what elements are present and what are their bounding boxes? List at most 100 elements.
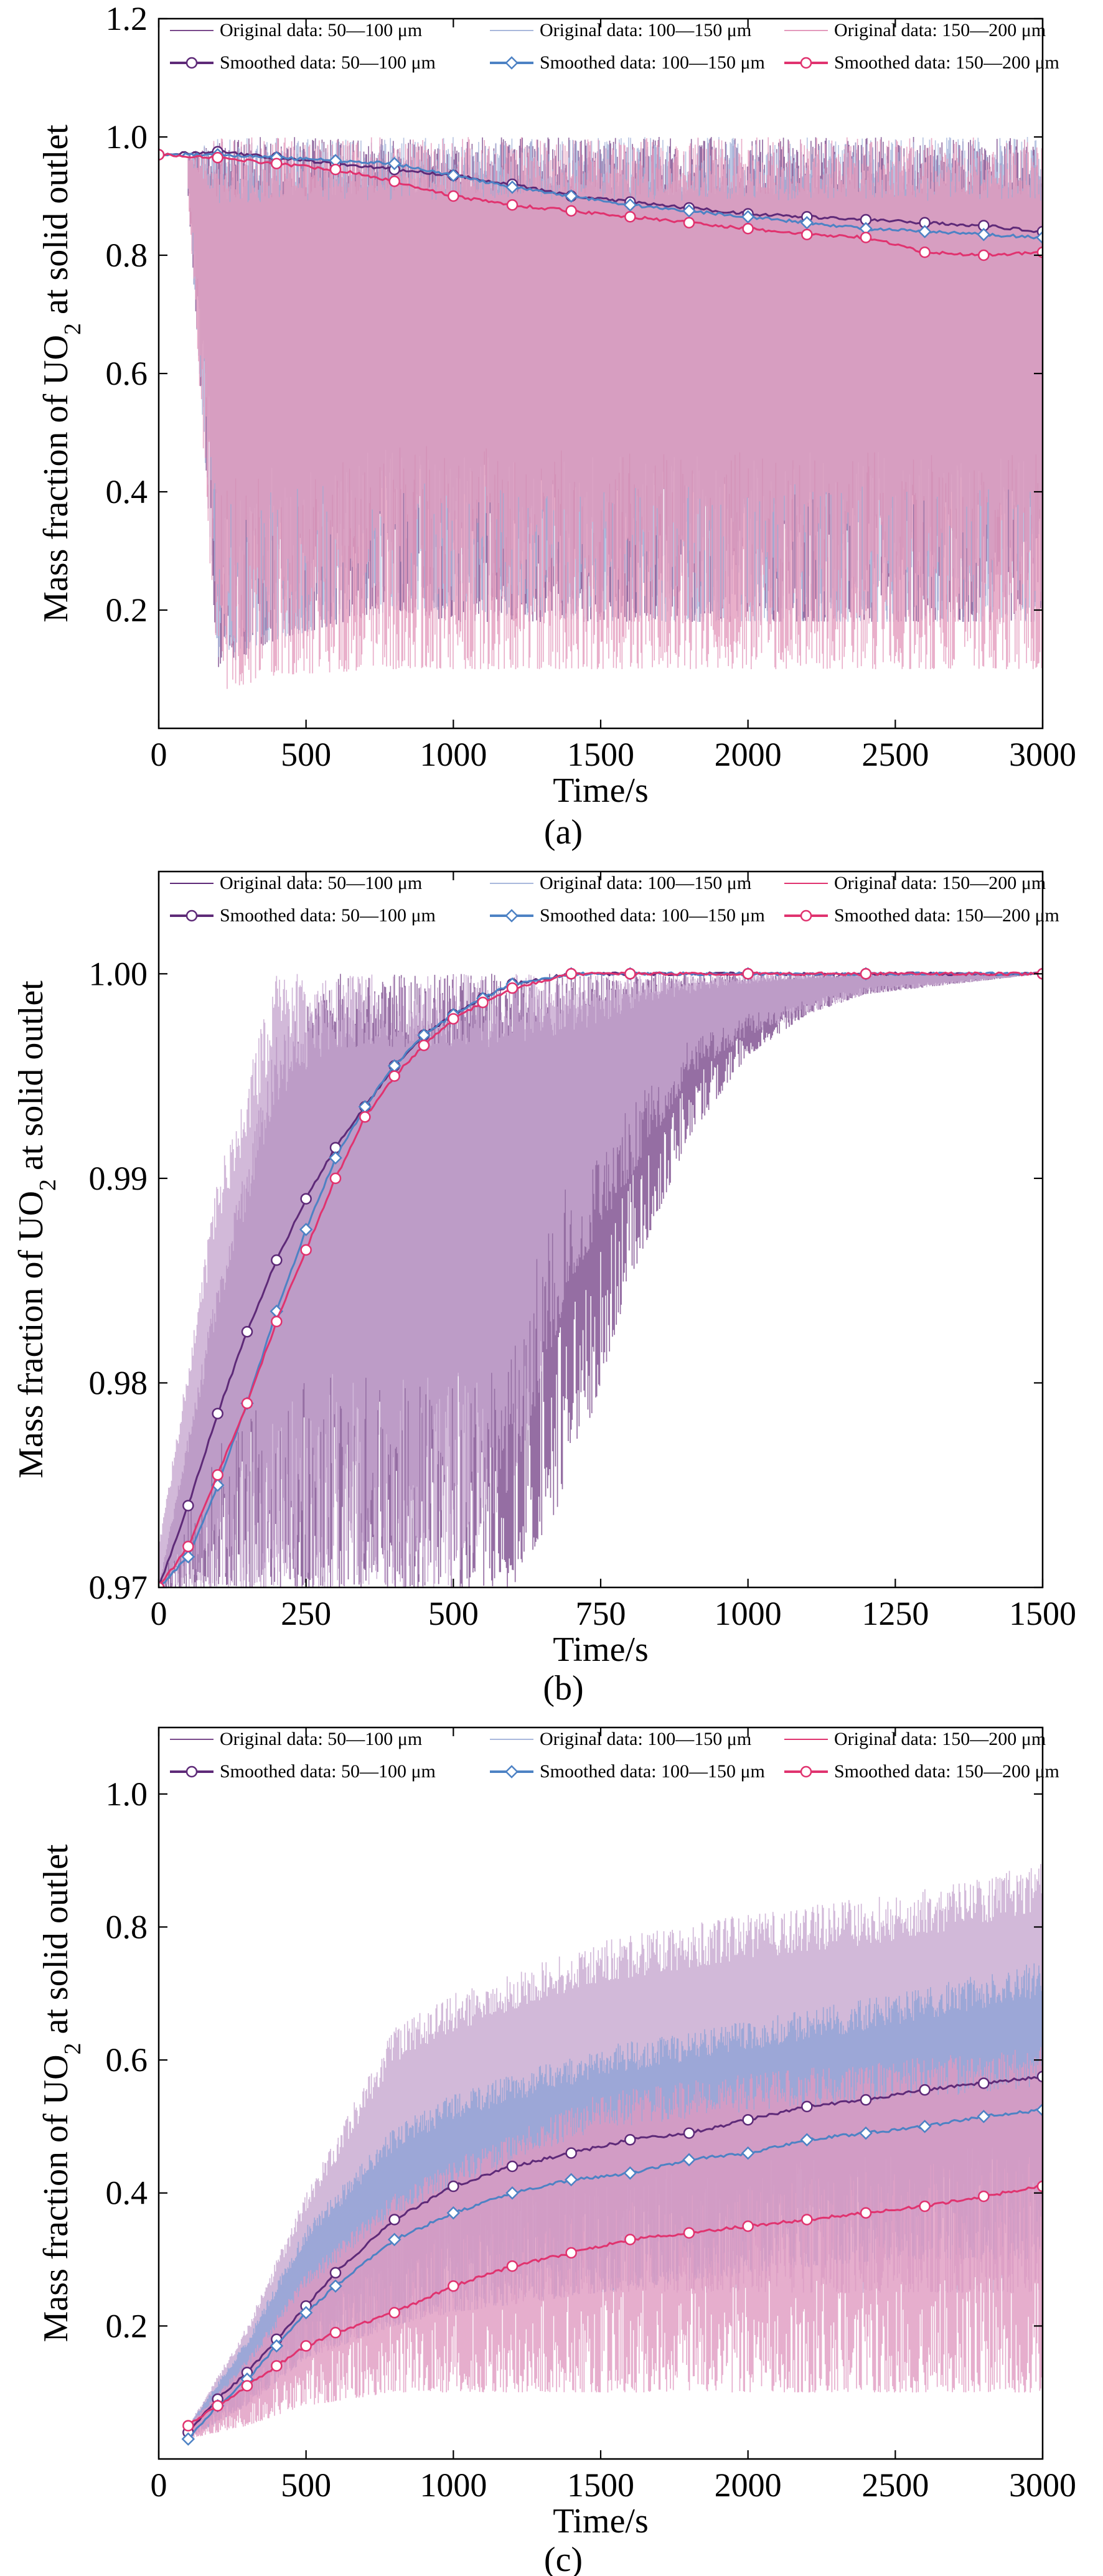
data-point-circle — [271, 1315, 283, 1328]
data-point-diamond — [270, 2339, 284, 2353]
data-point-circle — [506, 2160, 519, 2173]
legend-marker-circle — [800, 57, 812, 69]
data-point-diamond — [329, 1151, 342, 1165]
data-point-diamond — [505, 180, 519, 194]
smoothed-line — [187, 2075, 1043, 2434]
data-point-circle — [624, 2234, 636, 2245]
legend-item: Smoothed data: 150—200 μm — [784, 52, 1059, 73]
x-tick-label: 1250 — [861, 1595, 929, 1632]
legend-label: Original data: 150—200 μm — [834, 873, 1046, 893]
smoothed-series — [159, 148, 1043, 245]
y-tick-label: 1.2 — [106, 0, 148, 37]
data-point-circle — [388, 176, 400, 187]
y-tick-label: 0.8 — [106, 1908, 148, 1945]
data-point-circle — [860, 232, 872, 243]
data-point-circle — [978, 249, 990, 261]
legend: Original data: 50—100 μm Original data: 1… — [170, 1729, 1059, 1782]
data-point-diamond — [505, 2186, 519, 2200]
data-point-diamond — [623, 2166, 637, 2180]
panel-label: (c) — [544, 2541, 583, 2576]
data-point-circle — [271, 2360, 283, 2372]
data-point-circle — [418, 1040, 430, 1051]
data-point-circle — [506, 982, 519, 994]
data-point-diamond — [564, 189, 578, 203]
data-point-circle — [683, 2227, 695, 2239]
data-point-diamond — [859, 2126, 873, 2140]
data-point-circle — [241, 1326, 253, 1338]
legend-label: Original data: 100—150 μm — [540, 873, 751, 893]
original-data-band — [187, 137, 1043, 689]
data-point-diamond — [564, 2173, 578, 2187]
x-tick-label: 500 — [281, 2466, 331, 2504]
data-point-circle — [448, 2180, 459, 2193]
data-point-circle — [624, 211, 636, 223]
x-tick-label: 1500 — [567, 736, 634, 773]
data-point-circle — [683, 2127, 695, 2139]
x-tick-label: 3000 — [1009, 736, 1076, 773]
smoothed-series — [159, 968, 1043, 1587]
data-point-diamond — [329, 2279, 342, 2293]
data-point-diamond — [446, 2206, 461, 2220]
data-point-circle — [182, 1500, 194, 1511]
data-point-circle — [300, 2340, 312, 2352]
data-point-diamond — [682, 204, 696, 218]
svg-text:Mass fraction of UO2 at solid: Mass fraction of UO2 at solid outlet — [37, 1844, 86, 2342]
x-tick-label: 2500 — [861, 2466, 929, 2504]
y-tick-label: 0.6 — [106, 355, 148, 392]
legend-item: Smoothed data: 50—100 μm — [170, 1761, 436, 1782]
data-point-diamond — [682, 2153, 696, 2167]
legend-marker-diamond — [505, 1765, 519, 1779]
data-point-circle — [329, 2326, 342, 2339]
legend-label: Original data: 150—200 μm — [834, 1729, 1046, 1749]
data-point-circle — [742, 2113, 754, 2126]
legend-item: Original data: 100—150 μm — [490, 20, 751, 40]
data-point-circle — [683, 217, 695, 228]
legend-label: Original data: 50—100 μm — [220, 20, 422, 40]
legend-marker-circle — [800, 1765, 812, 1778]
legend-label: Smoothed data: 50—100 μm — [220, 52, 436, 73]
svg-text:Mass fraction of UO2 at solid: Mass fraction of UO2 at solid outlet — [37, 125, 86, 623]
data-point-circle — [329, 164, 342, 176]
y-tick-label: 0.8 — [106, 237, 148, 274]
x-tick-label: 500 — [428, 1595, 479, 1632]
y-tick-label: 1.00 — [89, 955, 148, 992]
data-point-diamond — [299, 2306, 313, 2320]
legend-label: Original data: 50—100 μm — [220, 1729, 422, 1749]
data-point-circle — [182, 1541, 194, 1553]
data-point-diamond — [977, 2110, 991, 2123]
data-point-diamond — [623, 198, 637, 212]
panel-a: 0 500 1000 1500 2000 2500 3000 0.2 0.4 0.6 0.8 1.0 1… — [37, 0, 1076, 852]
data-point-diamond — [446, 168, 461, 182]
y-tick-label: 0.99 — [89, 1160, 148, 1197]
x-tick-label: 2000 — [715, 2466, 782, 2504]
x-tick-label: 0 — [151, 736, 167, 773]
data-point-circle — [919, 247, 931, 258]
legend-label: Original data: 150—200 μm — [834, 20, 1046, 40]
legend-label: Original data: 100—150 μm — [540, 20, 751, 40]
legend-marker-circle — [185, 910, 198, 922]
data-point-circle — [801, 2100, 813, 2113]
data-point-circle — [1036, 2180, 1043, 2193]
data-point-circle — [448, 1013, 459, 1025]
data-point-circle — [388, 2306, 400, 2319]
plot-area — [159, 967, 1043, 1587]
data-point-diamond — [181, 1549, 195, 1564]
data-point-circle — [300, 1244, 312, 1256]
smoothed-line — [159, 149, 1043, 234]
panel-b: 0 250 500 750 1000 1250 1500 0.97 0.98 0.99 1.00 Ti… — [12, 870, 1076, 1708]
x-axis-title: Time/s — [553, 1630, 649, 1669]
x-tick-label: 1000 — [420, 2466, 487, 2504]
data-point-diamond — [977, 227, 991, 242]
data-point-circle — [978, 2190, 990, 2202]
legend-marker-diamond — [505, 56, 519, 70]
data-point-circle — [565, 2147, 577, 2159]
smoothed-series — [182, 2180, 1043, 2432]
data-point-circle — [241, 1398, 253, 1409]
y-tick-label: 0.97 — [89, 1569, 148, 1606]
y-tick-label: 0.4 — [106, 2174, 148, 2212]
smoothed-series — [181, 2103, 1043, 2446]
data-point-diamond — [800, 215, 814, 230]
data-point-circle — [212, 1408, 223, 1419]
x-tick-label: 0 — [151, 1595, 167, 1632]
data-point-circle — [212, 2400, 223, 2412]
